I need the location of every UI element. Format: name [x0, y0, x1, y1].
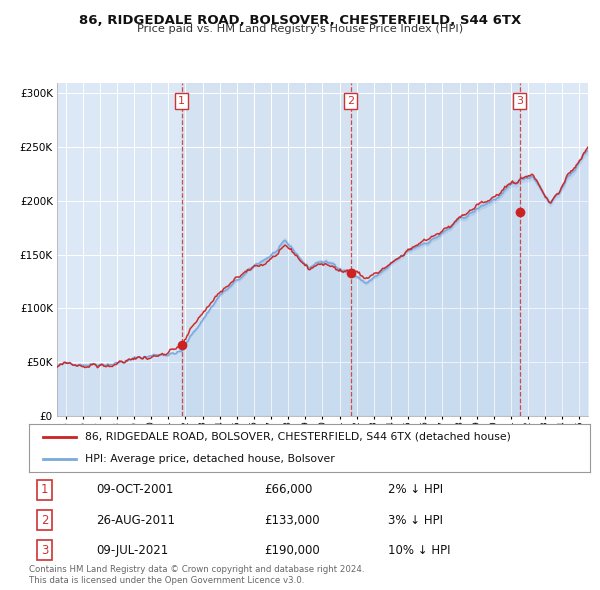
Text: 2% ↓ HPI: 2% ↓ HPI: [388, 483, 443, 497]
Text: 26-AUG-2011: 26-AUG-2011: [96, 513, 175, 527]
Text: 3: 3: [41, 543, 48, 557]
Text: £66,000: £66,000: [265, 483, 313, 497]
Text: 09-JUL-2021: 09-JUL-2021: [96, 543, 169, 557]
Text: 3: 3: [517, 96, 523, 106]
Text: 1: 1: [178, 96, 185, 106]
Text: 1: 1: [41, 483, 48, 497]
Bar: [182, 83, 520, 416]
Text: This data is licensed under the Open Government Licence v3.0.: This data is licensed under the Open Gov…: [29, 576, 304, 585]
Text: 10% ↓ HPI: 10% ↓ HPI: [388, 543, 451, 557]
Text: 09-OCT-2001: 09-OCT-2001: [96, 483, 173, 497]
Text: Price paid vs. HM Land Registry's House Price Index (HPI): Price paid vs. HM Land Registry's House …: [137, 24, 463, 34]
Text: 2: 2: [41, 513, 48, 527]
Text: 2: 2: [347, 96, 355, 106]
Text: £133,000: £133,000: [265, 513, 320, 527]
Text: Contains HM Land Registry data © Crown copyright and database right 2024.: Contains HM Land Registry data © Crown c…: [29, 565, 364, 574]
Text: £190,000: £190,000: [265, 543, 320, 557]
Text: 86, RIDGEDALE ROAD, BOLSOVER, CHESTERFIELD, S44 6TX: 86, RIDGEDALE ROAD, BOLSOVER, CHESTERFIE…: [79, 14, 521, 27]
Text: 3% ↓ HPI: 3% ↓ HPI: [388, 513, 443, 527]
Text: HPI: Average price, detached house, Bolsover: HPI: Average price, detached house, Bols…: [85, 454, 335, 464]
Text: 86, RIDGEDALE ROAD, BOLSOVER, CHESTERFIELD, S44 6TX (detached house): 86, RIDGEDALE ROAD, BOLSOVER, CHESTERFIE…: [85, 432, 511, 442]
